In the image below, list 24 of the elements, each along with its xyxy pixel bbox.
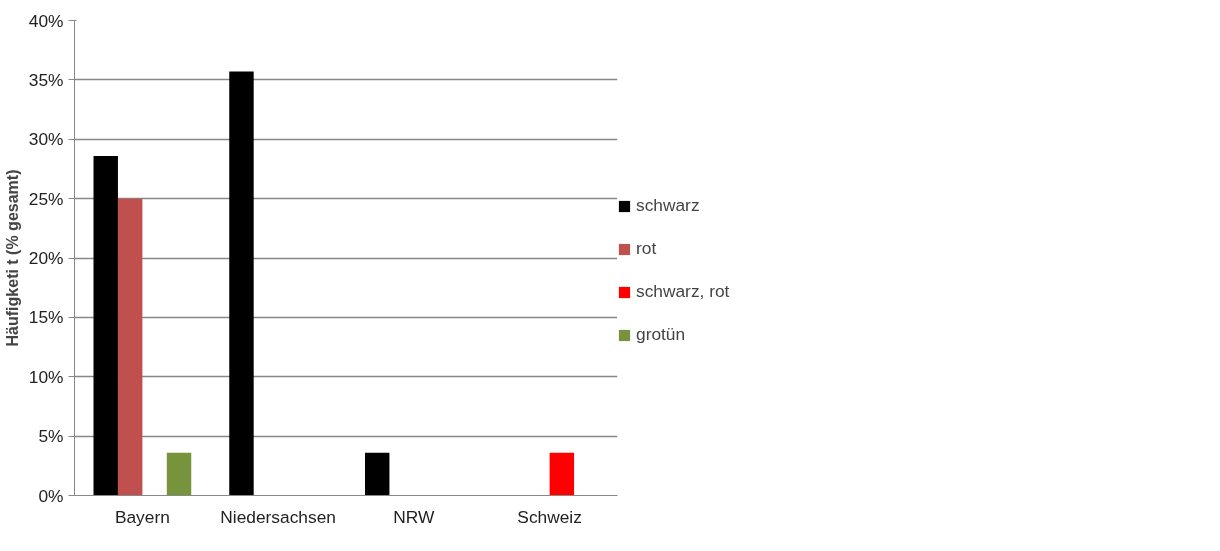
- bar: [549, 452, 575, 496]
- y-axis-title: Häufigketi t (% gesamt): [3, 169, 21, 347]
- bar: [229, 71, 254, 496]
- y-tick-label: 10%: [28, 366, 64, 387]
- bar: [93, 155, 118, 496]
- bar: [365, 452, 390, 496]
- legend-label: grotün: [636, 324, 686, 345]
- y-tick-label: 35%: [28, 69, 64, 90]
- x-tick-label: NRW: [393, 506, 436, 527]
- y-tick-label: 20%: [28, 248, 64, 268]
- legend-label: schwarz: [636, 195, 700, 216]
- y-tick-label: 40%: [28, 10, 64, 31]
- x-tick-label: Schweiz: [517, 506, 582, 527]
- bar: [117, 198, 143, 496]
- legend-label: schwarz, rot: [636, 281, 730, 302]
- x-tick-label: Bayern: [114, 506, 170, 527]
- y-tick-label: 5%: [38, 426, 64, 447]
- y-tick-label: 0%: [38, 485, 64, 506]
- bar: [166, 452, 192, 496]
- x-tick-label: Niedersachsen: [220, 506, 336, 527]
- legend-label: rot: [636, 238, 657, 259]
- y-tick-label: 25%: [28, 188, 64, 209]
- y-tick-label: 30%: [28, 129, 64, 150]
- y-tick-label: 15%: [28, 307, 64, 328]
